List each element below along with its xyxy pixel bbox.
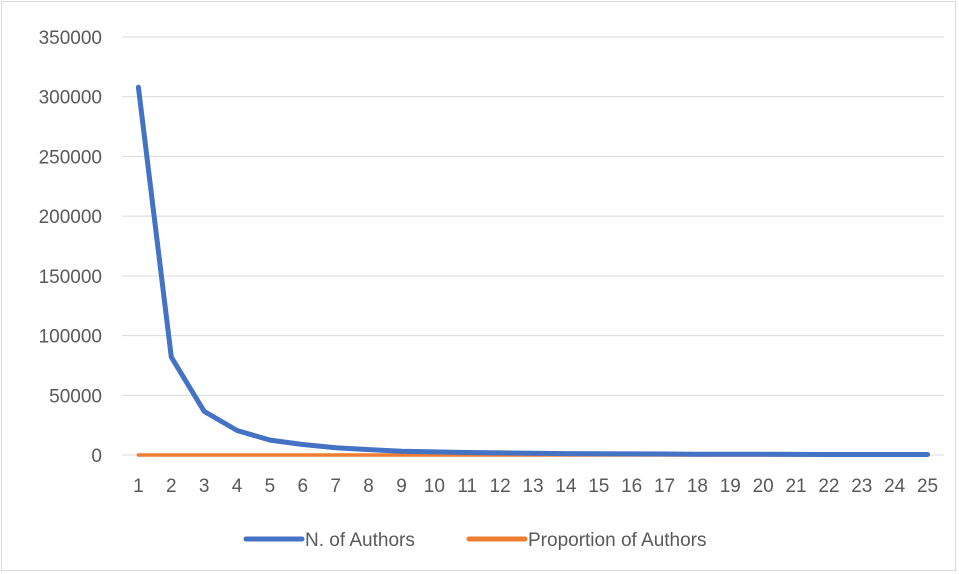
y-tick-label: 350000 — [39, 28, 102, 49]
x-tick-label: 13 — [522, 476, 543, 497]
x-tick-label: 18 — [687, 476, 708, 497]
series-lines — [138, 87, 927, 455]
x-tick-label: 6 — [298, 476, 309, 497]
x-tick-label: 2 — [166, 476, 177, 497]
x-tick-label: 15 — [588, 476, 609, 497]
y-tick-label: 300000 — [39, 88, 102, 109]
x-tick-label: 19 — [720, 476, 741, 497]
legend-label-proportion-of-authors: Proportion of Authors — [528, 530, 707, 551]
gridlines — [122, 37, 944, 455]
x-tick-label: 12 — [490, 476, 511, 497]
legend: N. of Authors Proportion of Authors — [246, 530, 707, 551]
x-tick-label: 25 — [917, 476, 938, 497]
x-tick-label: 16 — [621, 476, 642, 497]
x-tick-label: 3 — [199, 476, 210, 497]
x-tick-label: 24 — [884, 476, 906, 497]
x-tick-label: 1 — [133, 476, 144, 497]
x-tick-label: 22 — [818, 476, 839, 497]
legend-label-n-of-authors: N. of Authors — [305, 530, 415, 551]
y-tick-label: 0 — [91, 446, 102, 467]
x-tick-label: 14 — [555, 476, 577, 497]
x-tick-label: 10 — [424, 476, 445, 497]
y-tick-label: 200000 — [39, 207, 102, 228]
x-tick-label: 4 — [232, 476, 243, 497]
x-axis-tick-labels: 1 2 3 4 5 6 7 8 9 10 11 12 13 14 15 16 17 18 19 20 21 22 23 24 2… — [133, 476, 938, 497]
series-line-n-of-authors — [138, 87, 927, 454]
x-tick-label: 9 — [396, 476, 407, 497]
y-tick-label: 250000 — [39, 147, 102, 168]
y-tick-label: 50000 — [49, 386, 102, 407]
y-axis-tick-labels: 0 50000 100000 150000 200000 250000 300000 3500… — [39, 28, 102, 467]
x-tick-label: 21 — [785, 476, 806, 497]
y-tick-label: 100000 — [39, 327, 102, 348]
x-tick-label: 23 — [851, 476, 872, 497]
x-tick-label: 11 — [457, 476, 477, 497]
y-tick-label: 150000 — [39, 267, 102, 288]
x-tick-label: 7 — [330, 476, 341, 497]
x-tick-label: 5 — [265, 476, 276, 497]
x-tick-label: 17 — [654, 476, 675, 497]
x-tick-label: 8 — [363, 476, 374, 497]
x-tick-label: 20 — [753, 476, 774, 497]
